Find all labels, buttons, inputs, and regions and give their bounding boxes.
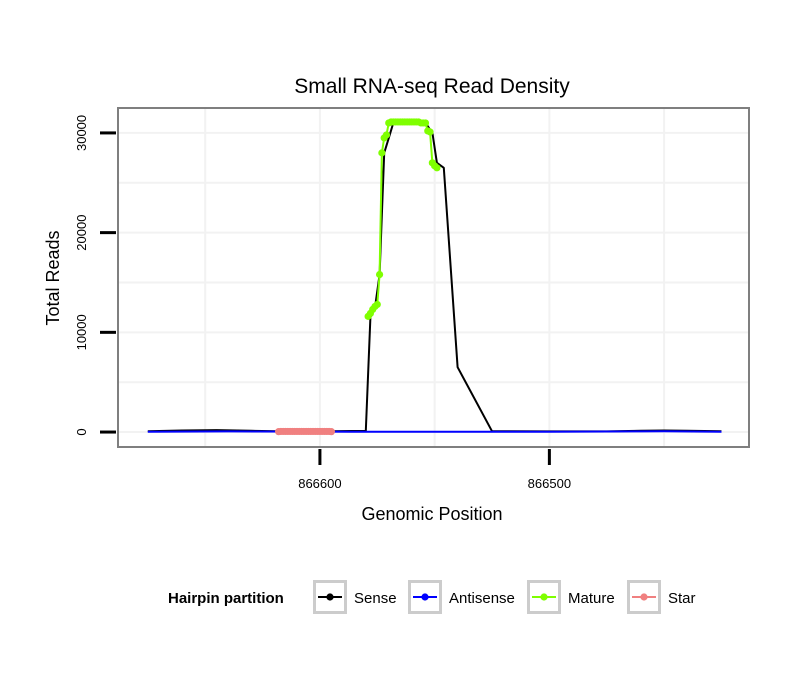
legend-key-point-star — [640, 593, 648, 601]
data-point-mature — [433, 164, 441, 172]
legend-key-point-antisense — [421, 593, 429, 601]
legend-title: Hairpin partition — [168, 590, 284, 607]
chart-title: Small RNA-seq Read Density — [294, 75, 570, 98]
x-tick-label: 866500 — [528, 476, 571, 491]
y-axis-label: Total Reads — [43, 230, 63, 325]
data-point-mature — [375, 270, 384, 279]
panel-border — [117, 107, 750, 448]
series-points — [275, 118, 441, 436]
legend: Hairpin partition Sense Antisense Mature St… — [168, 580, 696, 614]
legend-key-point-sense — [326, 593, 334, 601]
data-point-mature — [382, 131, 391, 139]
grid-lines — [118, 108, 749, 447]
data-point-mature — [378, 149, 386, 157]
y-tick-label: 20000 — [74, 215, 89, 251]
series-line-antisense — [147, 430, 722, 433]
data-point-mature — [421, 119, 430, 127]
y-tick-label: 30000 — [74, 115, 89, 151]
legend-label-sense: Sense — [354, 590, 397, 607]
legend-label-mature: Mature — [568, 590, 615, 607]
legend-label-star: Star — [668, 590, 696, 607]
data-point-mature — [373, 300, 381, 309]
axes: 0 10000 20000 30000 866600 866500 — [74, 115, 571, 491]
series-line-mature — [378, 152, 383, 275]
x-tick-label: 866600 — [298, 476, 341, 491]
series-line-mature — [376, 274, 381, 305]
data-point-star — [327, 428, 335, 436]
data-point-mature — [426, 128, 434, 136]
series-line-mature — [429, 131, 434, 163]
y-tick-label: 10000 — [74, 314, 89, 350]
y-tick-label: 0 — [74, 428, 89, 435]
legend-key-point-mature — [540, 593, 548, 601]
legend-label-antisense: Antisense — [449, 590, 515, 607]
x-axis-label: Genomic Position — [361, 504, 502, 524]
